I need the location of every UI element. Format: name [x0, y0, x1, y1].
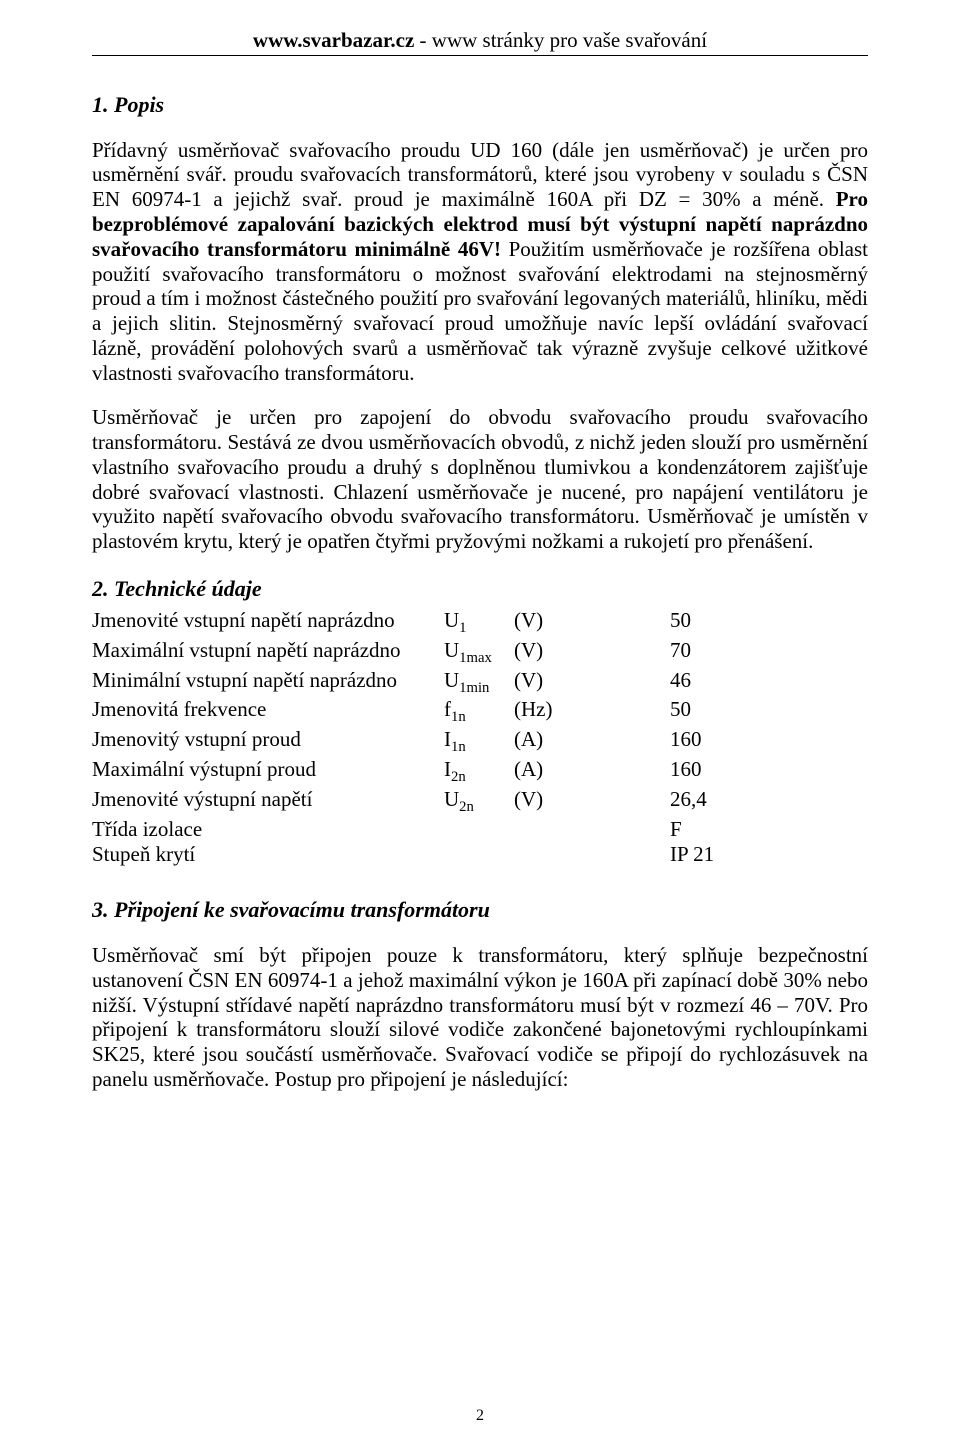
section-1-paragraph-1: Přídavný usměrňovač svařovacího proudu U… — [92, 138, 868, 386]
spec-unit — [514, 817, 574, 842]
spec-label: Maximální vstupní napětí naprázdno — [92, 638, 444, 668]
spec-value: 26,4 — [574, 787, 868, 817]
header-site-bold: www.svarbazar.cz — [253, 28, 414, 52]
spec-unit: (V) — [514, 638, 574, 668]
spec-symbol: U2n — [444, 787, 514, 817]
page-number: 2 — [0, 1407, 960, 1426]
spec-value: IP 21 — [574, 842, 868, 867]
header-site-rest: - www stránky pro vaše svařování — [414, 28, 707, 52]
section-1-paragraph-2: Usměrňovač je určen pro zapojení do obvo… — [92, 405, 868, 554]
spec-label: Maximální výstupní proud — [92, 757, 444, 787]
spec-label: Třída izolace — [92, 817, 444, 842]
section-3-title: 3. Připojení ke svařovacímu transformáto… — [92, 897, 868, 923]
spec-symbol: I2n — [444, 757, 514, 787]
spec-unit: (V) — [514, 787, 574, 817]
s1-p1-a: Přídavný usměrňovač svařovacího proudu U… — [92, 138, 868, 212]
section-2-title: 2. Technické údaje — [92, 576, 868, 602]
spec-value: 50 — [574, 697, 868, 727]
page-header: www.svarbazar.cz - www stránky pro vaše … — [92, 28, 868, 56]
spec-symbol — [444, 817, 514, 842]
spec-symbol: U1min — [444, 668, 514, 698]
spec-symbol: U1 — [444, 608, 514, 638]
spec-unit — [514, 842, 574, 867]
spec-value: 160 — [574, 727, 868, 757]
spec-value: 46 — [574, 668, 868, 698]
spec-unit: (Hz) — [514, 697, 574, 727]
spec-label: Jmenovitá frekvence — [92, 697, 444, 727]
spec-value: 50 — [574, 608, 868, 638]
spec-label: Jmenovité vstupní napětí naprázdno — [92, 608, 444, 638]
header-underline — [92, 55, 868, 56]
spec-value: F — [574, 817, 868, 842]
spec-unit: (V) — [514, 608, 574, 638]
spec-label: Jmenovité výstupní napětí — [92, 787, 444, 817]
spec-label: Minimální vstupní napětí naprázdno — [92, 668, 444, 698]
spec-symbol — [444, 842, 514, 867]
spec-table: Jmenovité vstupní napětí naprázdnoU1(V) … — [92, 608, 868, 867]
section-1-title: 1. Popis — [92, 92, 868, 118]
spec-value: 70 — [574, 638, 868, 668]
section-3-paragraph-1: Usměrňovač smí být připojen pouze k tran… — [92, 943, 868, 1092]
spec-unit: (V) — [514, 668, 574, 698]
spec-symbol: f1n — [444, 697, 514, 727]
spec-value: 160 — [574, 757, 868, 787]
spec-symbol: U1max — [444, 638, 514, 668]
spec-unit: (A) — [514, 757, 574, 787]
spec-unit: (A) — [514, 727, 574, 757]
spec-label: Stupeň krytí — [92, 842, 444, 867]
document-page: www.svarbazar.cz - www stránky pro vaše … — [0, 0, 960, 1456]
spec-label: Jmenovitý vstupní proud — [92, 727, 444, 757]
spec-symbol: I1n — [444, 727, 514, 757]
